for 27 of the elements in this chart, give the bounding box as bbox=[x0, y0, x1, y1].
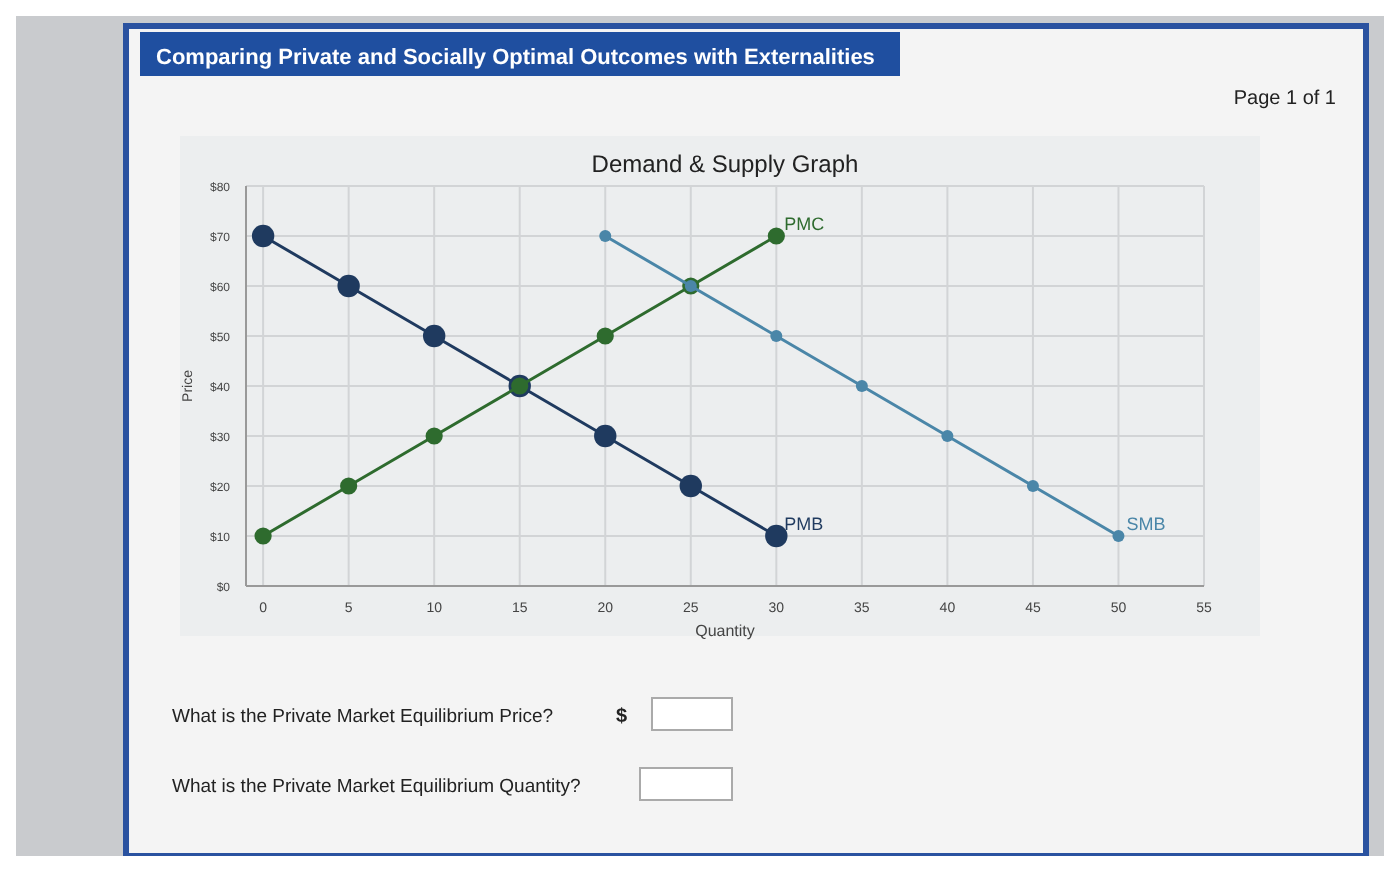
point bbox=[1026, 480, 1039, 492]
point bbox=[855, 380, 868, 392]
point bbox=[594, 424, 617, 448]
text: What is the Private Market Equilibrium Price? bbox=[172, 706, 554, 728]
point bbox=[251, 224, 275, 248]
point bbox=[679, 474, 702, 498]
text: What is the Private Market Equilibrium Quantity? bbox=[172, 776, 581, 798]
x-axis-title: Quantity bbox=[695, 622, 755, 640]
point bbox=[770, 330, 783, 342]
point bbox=[599, 230, 612, 242]
point bbox=[941, 430, 954, 442]
point bbox=[337, 274, 360, 298]
point bbox=[767, 227, 785, 245]
text: Page 1 of 1 bbox=[1233, 88, 1337, 110]
point bbox=[1112, 530, 1125, 542]
text: $ bbox=[616, 706, 628, 728]
point bbox=[596, 327, 614, 345]
text: Comparing Private and Socially Optimal Outcomes with Externalities bbox=[156, 46, 875, 70]
point bbox=[765, 524, 788, 548]
point bbox=[340, 477, 358, 495]
point bbox=[422, 324, 446, 348]
point bbox=[425, 427, 443, 445]
chart-title: Demand & Supply Graph bbox=[591, 150, 859, 178]
series-label: SMB bbox=[1126, 514, 1166, 534]
series-label: PMB bbox=[784, 514, 824, 534]
series-label: PMC bbox=[784, 214, 826, 234]
point bbox=[254, 527, 272, 545]
